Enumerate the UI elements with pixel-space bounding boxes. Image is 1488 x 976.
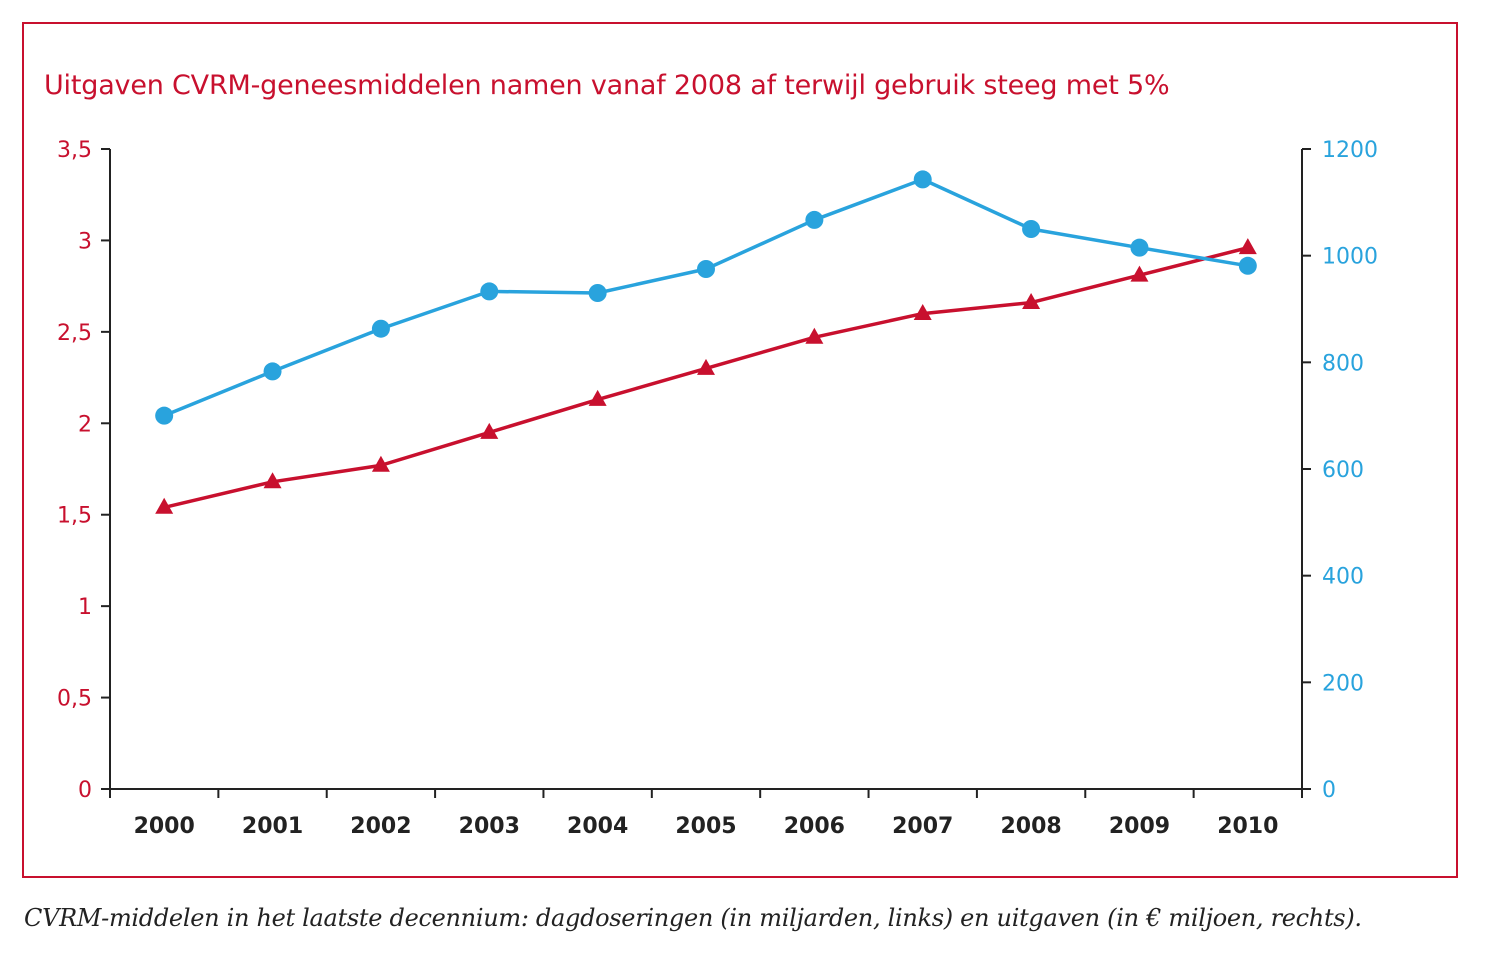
- y-left-tick-label: 3: [78, 229, 92, 254]
- x-tick-label: 2004: [567, 814, 628, 839]
- chart-series: [155, 170, 1257, 514]
- triangle-marker: [1130, 265, 1149, 282]
- triangle-marker: [263, 472, 282, 489]
- y-right-tick-label: 1200: [1322, 138, 1378, 163]
- series-line-dagdoseringen: [163, 246, 1249, 510]
- x-tick-label: 2001: [242, 814, 303, 839]
- y-left-tick-label: 3,5: [57, 138, 92, 163]
- x-tick-label: 2008: [1000, 814, 1061, 839]
- circle-marker: [1022, 220, 1041, 238]
- y-right-tick-label: 400: [1322, 565, 1364, 590]
- chart-title: Uitgaven CVRM-geneesmiddelen namen vanaf…: [44, 70, 1170, 101]
- triangle-marker: [1022, 293, 1041, 309]
- triangle-marker: [155, 497, 174, 514]
- circle-marker: [155, 406, 174, 425]
- y-left-tick-label: 2,5: [57, 321, 92, 346]
- chart-frame: [22, 22, 1458, 878]
- x-tick-label: 2007: [892, 814, 953, 839]
- chart-caption: CVRM-middelen in het laatste decennium: …: [24, 904, 1362, 932]
- x-tick-label: 2006: [784, 814, 845, 839]
- y-left-tick-label: 0: [78, 778, 92, 803]
- circle-marker: [913, 170, 932, 189]
- x-tick-label: 2000: [134, 814, 195, 839]
- x-tick-label: 2010: [1217, 814, 1278, 839]
- y-left-tick-label: 1,5: [57, 504, 92, 529]
- y-right-tick-label: 1000: [1322, 245, 1378, 270]
- y-left-tick-label: 0,5: [57, 687, 92, 712]
- x-tick-label: 2002: [350, 814, 411, 839]
- triangle-marker: [371, 455, 390, 472]
- chart-axes: 0 0,5 1 1,5 2 2,5 3 3,5 0 200 400 600 800 1000 1200 200…: [57, 138, 1378, 839]
- circle-marker: [371, 319, 390, 338]
- y-right-tick-label: 600: [1322, 458, 1364, 483]
- circle-marker: [480, 282, 499, 301]
- series-line-uitgaven: [163, 177, 1249, 418]
- circle-marker: [1238, 256, 1257, 275]
- circle-marker: [588, 284, 607, 302]
- x-tick-label: 2005: [675, 814, 736, 839]
- triangle-marker: [913, 303, 932, 320]
- y-right-tick-label: 800: [1322, 351, 1364, 376]
- x-tick-label: 2009: [1109, 814, 1170, 839]
- circle-marker: [263, 362, 282, 381]
- triangle-marker: [697, 358, 715, 375]
- y-right-tick-label: 200: [1322, 671, 1364, 696]
- y-left-tick-label: 1: [78, 595, 92, 620]
- circle-marker: [805, 210, 824, 229]
- y-right-tick-label: 0: [1322, 778, 1336, 803]
- triangle-marker: [1238, 238, 1257, 255]
- triangle-marker: [480, 422, 499, 439]
- triangle-marker: [805, 327, 824, 344]
- triangle-marker: [588, 389, 607, 406]
- y-left-tick-label: 2: [78, 412, 92, 437]
- circle-marker: [697, 260, 715, 278]
- x-tick-label: 2003: [459, 814, 520, 839]
- circle-marker: [1130, 238, 1149, 257]
